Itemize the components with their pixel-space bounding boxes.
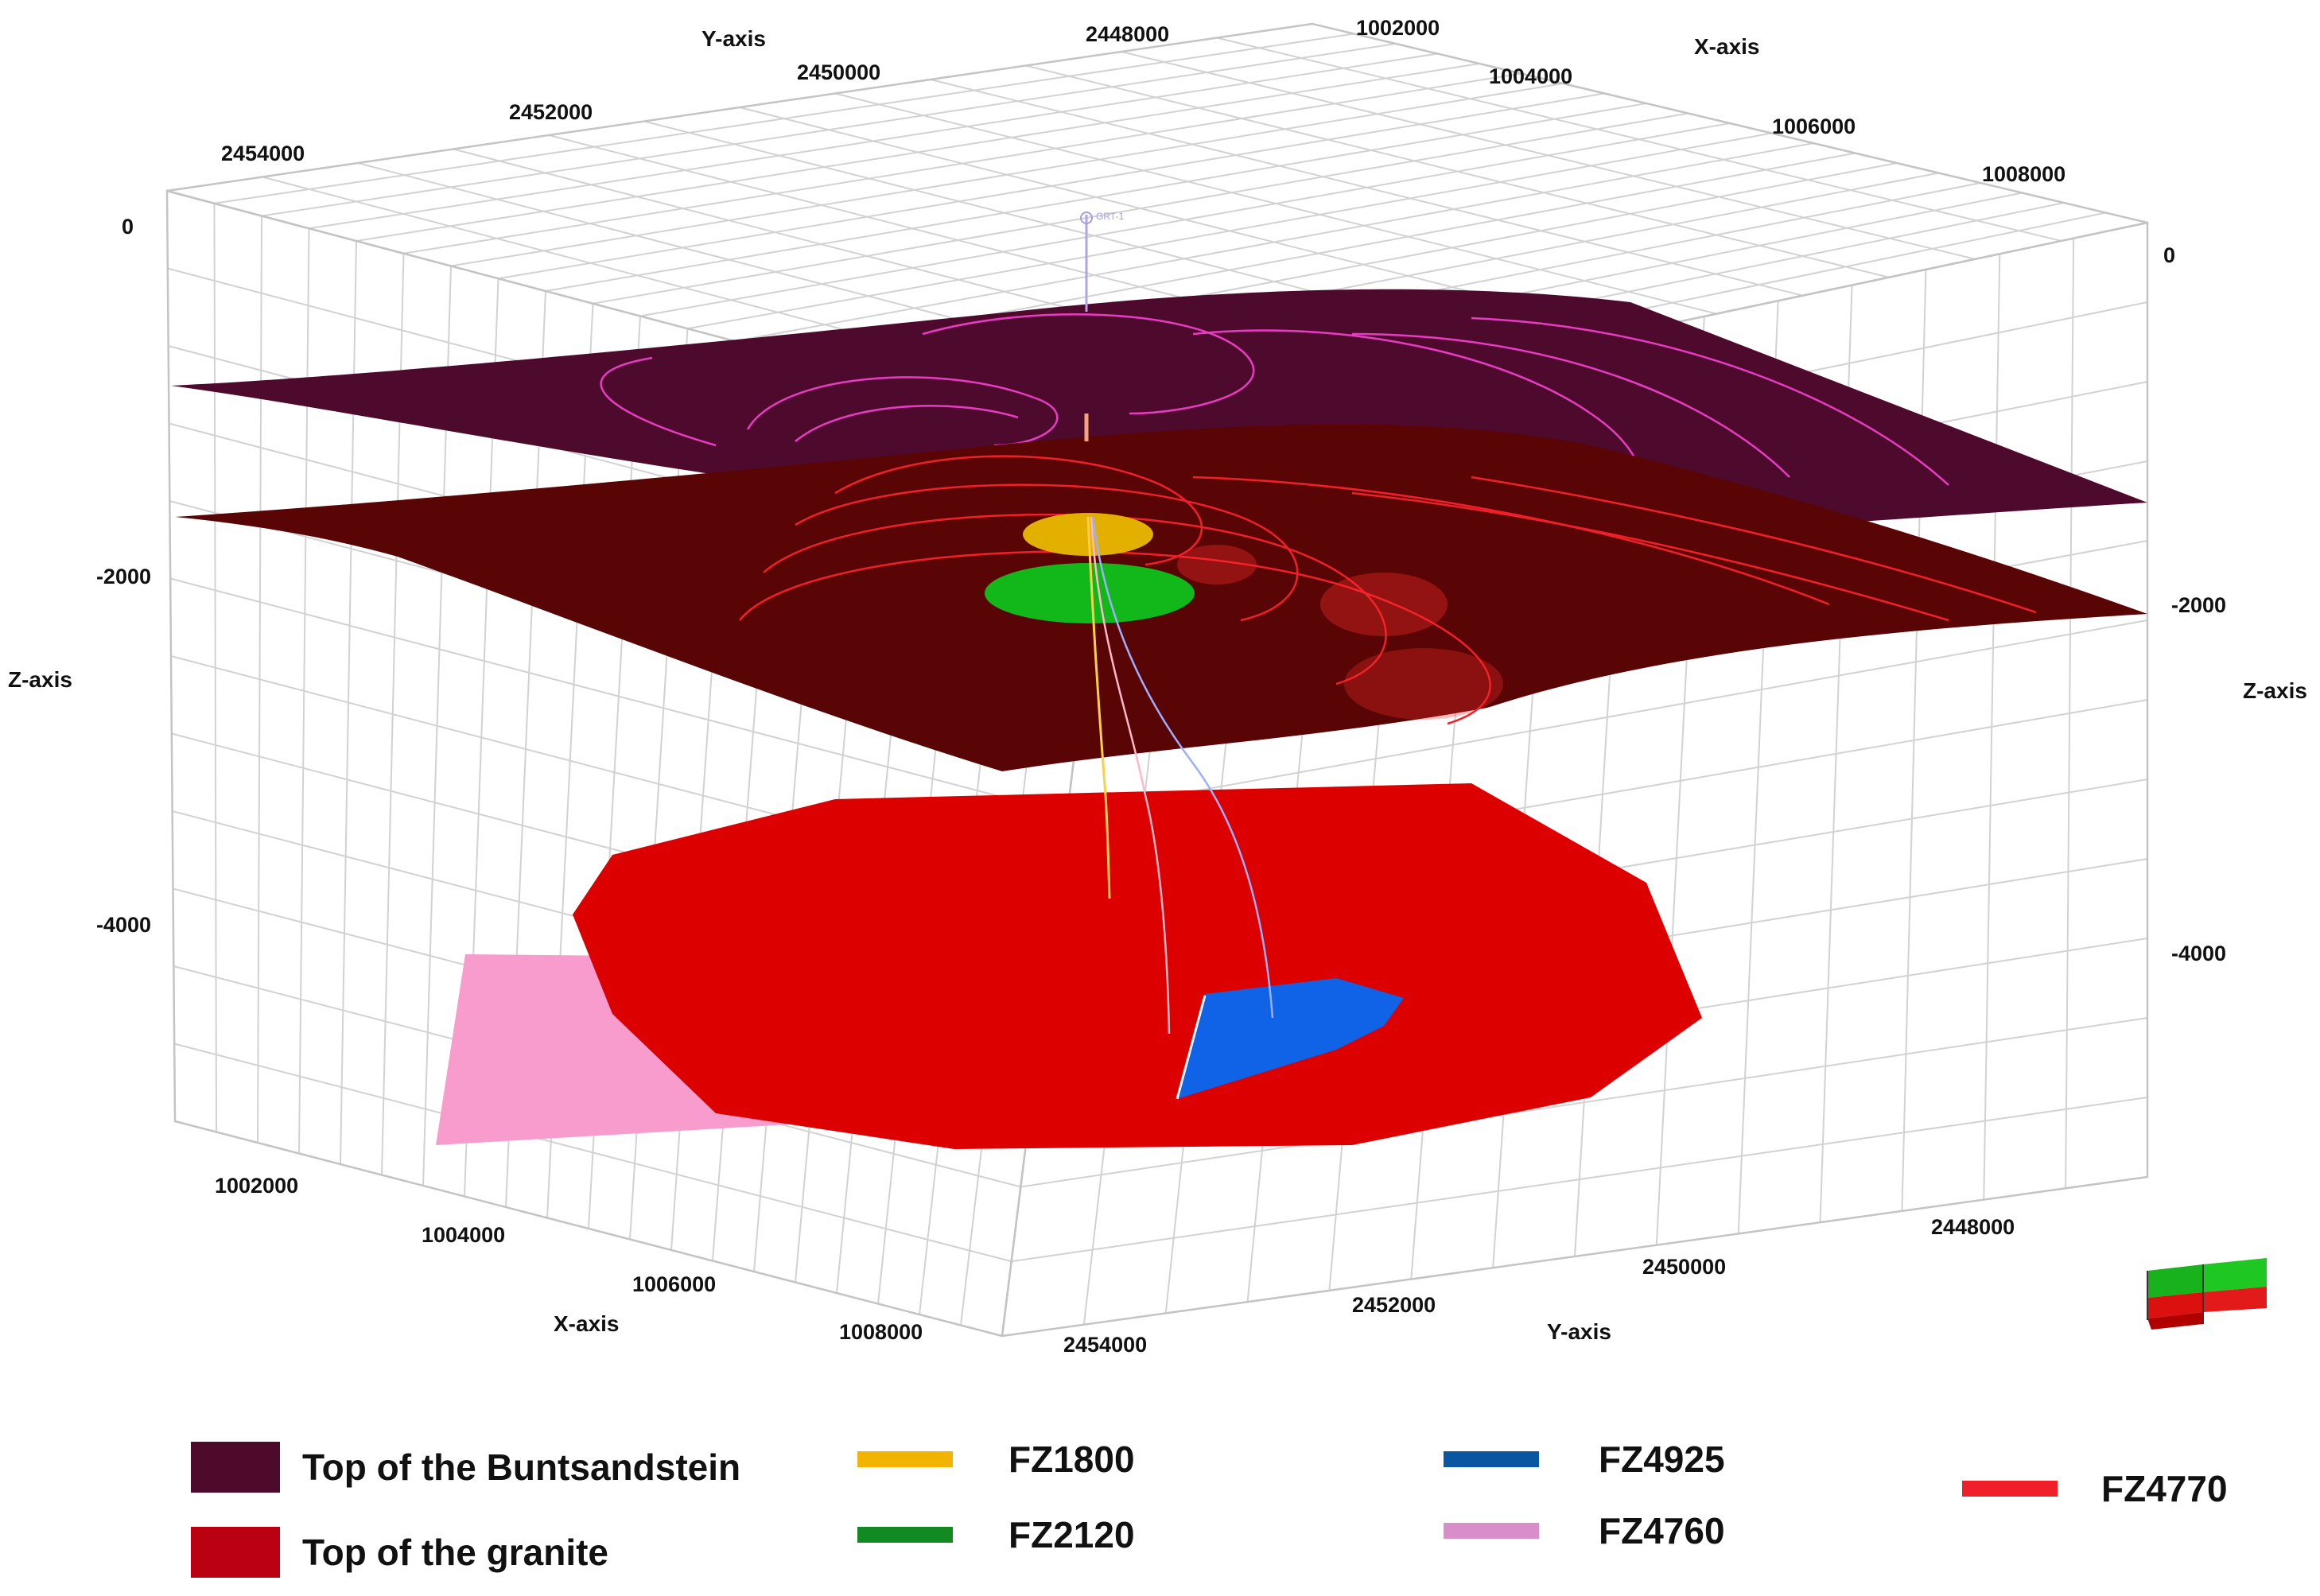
tick-bottom-x: 1002000: [215, 1174, 298, 1198]
legend-label-fz4760: FZ4760: [1599, 1510, 1725, 1551]
grid-line: [687, 132, 1772, 330]
tick-bottom-x: 1008000: [839, 1320, 923, 1344]
legend-swatch-granite: [191, 1527, 280, 1578]
bottom-x-axis-label: X-axis: [554, 1311, 620, 1336]
grid-line: [309, 52, 1438, 230]
tick-bottom-x: 1004000: [422, 1223, 505, 1247]
tick-left-z: 0: [122, 215, 134, 239]
grid-line: [214, 33, 1354, 204]
tick-top-x: 1002000: [1356, 16, 1440, 40]
legend-swatch-fz2120: [857, 1527, 953, 1543]
legend-label-granite: Top of the granite: [302, 1532, 609, 1573]
well-path-3: [1091, 516, 1274, 1019]
grid-line: [356, 63, 1480, 242]
bottom-y-axis-label: Y-axis: [1547, 1319, 1611, 1344]
grid-line: [1983, 254, 2001, 1200]
well-label: GRT-1: [1096, 211, 1124, 222]
legend-label-buntsandstein: Top of the Buntsandstein: [302, 1446, 741, 1488]
grid-line: [450, 83, 1564, 267]
grid-line: [261, 43, 1397, 217]
fz4770-plane: [573, 783, 1702, 1149]
well-path-1: [1086, 516, 1111, 899]
legend-swatch-fz4925: [1444, 1451, 1539, 1467]
granite-glow-spot: [1320, 573, 1448, 636]
tick-right-z: 0: [2163, 243, 2175, 267]
legend-label-fz2120: FZ2120: [1008, 1514, 1135, 1555]
legend: Top of the Buntsandstein Top of the gran…: [0, 1415, 2320, 1596]
tick-left-z: -2000: [96, 565, 151, 588]
legend-swatch-fz4760: [1444, 1523, 1539, 1539]
grid-line: [593, 112, 1689, 305]
3d-model-view[interactable]: GRT-1 Y-axis X-axis Z-axis Z-axis X-axis…: [0, 0, 2320, 1415]
fz2120-disc: [985, 563, 1195, 623]
granite-contours: [739, 455, 2037, 725]
top-x-axis-label: X-axis: [1694, 34, 1760, 59]
legend-item-granite: Top of the granite: [191, 1527, 608, 1578]
legend-swatch-buntsandstein: [191, 1442, 280, 1493]
right-z-axis-label: Z-axis: [2243, 678, 2307, 703]
legend-item-buntsandstein: Top of the Buntsandstein: [191, 1442, 740, 1493]
top-y-axis-label: Y-axis: [701, 26, 766, 51]
tick-left-z: -4000: [96, 913, 151, 937]
axis-ticks: Y-axis X-axis Z-axis Z-axis X-axis Y-axi…: [8, 16, 2307, 1357]
grid-line: [639, 122, 1731, 317]
tick-bottom-x: 1006000: [632, 1272, 716, 1296]
left-z-axis-label: Z-axis: [8, 667, 72, 692]
fz4925-edge: [1176, 995, 1207, 1100]
tick-top-y: 2450000: [797, 60, 880, 84]
tick-bottom-y: 2454000: [1063, 1333, 1147, 1357]
legend-item-fz4760: FZ4760: [1444, 1509, 1725, 1552]
orientation-cube-icon[interactable]: [2147, 1258, 2267, 1330]
legend-item-fz1800: FZ1800: [857, 1438, 1135, 1481]
tick-top-x: 1006000: [1772, 115, 1856, 138]
tick-bottom-y: 2452000: [1352, 1293, 1436, 1317]
legend-item-fz4925: FZ4925: [1444, 1438, 1725, 1481]
wellhead-icon: [1080, 212, 1093, 224]
tick-top-y: 2448000: [1086, 22, 1169, 46]
tick-top-y: 2452000: [509, 100, 593, 124]
legend-item-fz2120: FZ2120: [857, 1513, 1135, 1556]
grid-line: [498, 92, 1605, 280]
grid-line: [403, 72, 1521, 254]
tick-top-x: 1008000: [1982, 162, 2065, 186]
grid-line: [734, 142, 1814, 342]
tick-bottom-y: 2450000: [1642, 1255, 1726, 1279]
tick-right-z: -4000: [2171, 942, 2226, 965]
tick-right-z: -2000: [2171, 593, 2226, 617]
legend-label-fz4770: FZ4770: [2101, 1468, 2228, 1509]
legend-swatch-fz1800: [857, 1451, 953, 1467]
grid-line: [213, 203, 217, 1132]
legend-label-fz4925: FZ4925: [1599, 1439, 1725, 1480]
granite-glow-spot: [1177, 545, 1257, 584]
fz4925-plane: [1177, 978, 1404, 1099]
tick-top-y: 2454000: [221, 142, 305, 165]
legend-swatch-fz4770: [1962, 1481, 2058, 1497]
grid-line: [545, 103, 1647, 292]
legend-label-fz1800: FZ1800: [1008, 1439, 1135, 1480]
grid-line: [2065, 238, 2075, 1189]
well-trajectories: GRT-1: [1080, 211, 1274, 1035]
tick-top-x: 1004000: [1489, 64, 1572, 88]
legend-item-fz4770: FZ4770: [1962, 1467, 2228, 1510]
well-path-2: [1090, 516, 1171, 1035]
granite-glow-spot: [1344, 648, 1503, 720]
tick-bottom-y: 2448000: [1931, 1215, 2015, 1239]
grid-line: [298, 228, 310, 1154]
grid-line: [257, 216, 262, 1144]
